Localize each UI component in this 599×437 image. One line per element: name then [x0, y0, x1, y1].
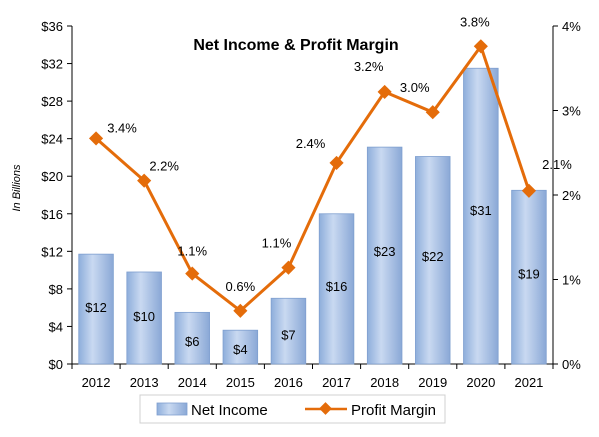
left-tick-label: $20 — [41, 169, 63, 184]
x-tick-label: 2019 — [418, 375, 447, 390]
profit-margin-line — [95, 44, 531, 313]
profit-margin-marker-2019 — [425, 105, 440, 120]
bar-label-2018: $23 — [374, 244, 396, 259]
x-tick-label: 2016 — [274, 375, 303, 390]
left-tick-label: $28 — [41, 94, 63, 109]
x-tick-label: 2014 — [178, 375, 207, 390]
left-tick-label: $16 — [41, 207, 63, 222]
x-tick-label: 2021 — [514, 375, 543, 390]
bar-net-income-2016 — [270, 297, 307, 365]
chart-title: Net Income & Profit Margin — [193, 37, 398, 54]
profit-margin-marker-2015 — [233, 303, 248, 318]
bar-label-2014: $6 — [185, 334, 199, 349]
y-axis-label: In Billions — [11, 164, 23, 212]
bar-label-2013: $10 — [133, 309, 155, 324]
profit-margin-marker-2018 — [377, 84, 392, 99]
profit-margin-marker-2017 — [329, 155, 344, 170]
profit-margin-marker-2013 — [137, 173, 152, 188]
right-tick-label: 4% — [562, 19, 581, 34]
bar-label-2012: $12 — [85, 300, 107, 315]
margin-label-2018: 3.2% — [354, 59, 384, 74]
bar-label-2015: $4 — [233, 342, 247, 357]
left-tick-label: $0 — [49, 357, 63, 372]
x-tick-label: 2013 — [130, 375, 159, 390]
left-tick-label: $8 — [49, 282, 63, 297]
legend-label-net-income: Net Income — [191, 402, 268, 419]
x-tick-label: 2018 — [370, 375, 399, 390]
bar-net-income-2017 — [318, 213, 355, 365]
bar-net-income-2013 — [126, 271, 162, 365]
bar-net-income-2021 — [511, 189, 547, 365]
left-tick-label: $4 — [49, 319, 63, 334]
bar-net-income-2012 — [78, 253, 114, 365]
profit-margin-marker-2016 — [281, 260, 296, 275]
right-tick-label: 0% — [562, 357, 581, 372]
x-tick-label: 2015 — [226, 375, 255, 390]
legend-swatch-profit-margin-marker — [319, 402, 332, 415]
bar-net-income-2014 — [174, 311, 210, 365]
right-tick-label: 2% — [562, 188, 581, 203]
margin-label-2017: 2.4% — [296, 136, 326, 151]
margin-label-2012: 3.4% — [107, 120, 137, 135]
bar-label-2020: $31 — [470, 203, 492, 218]
bar-net-income-2019 — [415, 156, 451, 365]
x-tick-label: 2017 — [322, 375, 351, 390]
legend-label-profit-margin: Profit Margin — [351, 402, 436, 419]
x-tick-label: 2012 — [82, 375, 111, 390]
x-tick-label: 2020 — [466, 375, 495, 390]
profit-margin-marker-2020 — [473, 39, 488, 54]
left-tick-label: $12 — [41, 244, 63, 259]
bar-net-income-2018 — [366, 146, 403, 365]
legend: Net Income Profit Margin — [139, 394, 446, 424]
left-tick-label: $24 — [41, 132, 63, 147]
legend-swatch-net-income — [156, 402, 188, 416]
margin-label-2021: 2.1% — [542, 157, 572, 172]
margin-label-2019: 3.0% — [400, 80, 430, 95]
bar-label-2021: $19 — [518, 267, 540, 282]
bar-net-income-2020 — [463, 67, 499, 365]
margin-label-2013: 2.2% — [149, 159, 179, 174]
margin-label-2016: 1.1% — [262, 236, 292, 251]
right-tick-label: 1% — [562, 273, 581, 288]
left-tick-label: $32 — [41, 57, 63, 72]
profit-margin-marker-2014 — [185, 266, 200, 281]
right-tick-label: 3% — [562, 104, 581, 119]
margin-label-2014: 1.1% — [177, 244, 207, 259]
bar-label-2016: $7 — [281, 327, 295, 342]
left-tick-label: $36 — [41, 19, 63, 34]
margin-label-2020: 3.8% — [460, 14, 490, 29]
profit-margin-marker-2021 — [521, 183, 537, 198]
bar-label-2017: $16 — [326, 279, 348, 294]
bar-label-2019: $22 — [422, 249, 444, 264]
bar-net-income-2015 — [222, 329, 259, 365]
margin-label-2015: 0.6% — [226, 279, 256, 294]
